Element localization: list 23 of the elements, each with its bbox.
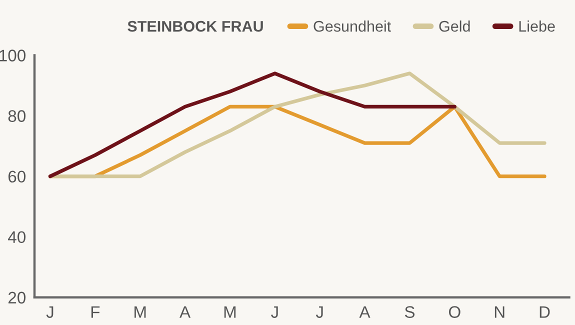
x-tick-label: O (448, 306, 460, 318)
y-tick-label: 60 (8, 170, 26, 183)
x-tick-label: F (91, 306, 100, 318)
x-tick-label: M (224, 306, 236, 318)
x-tick-label: A (180, 306, 191, 318)
y-tick-label: 80 (8, 110, 26, 122)
line-series (48, 72, 456, 178)
legend-label: Gesundheit (314, 20, 392, 32)
y-tick-label: 40 (8, 231, 26, 244)
x-tick-label: S (404, 306, 415, 318)
line-series (48, 72, 546, 178)
legend-label: Geld (439, 20, 470, 32)
y-tick-label: 100 (0, 50, 26, 62)
x-tick-label: D (540, 306, 550, 318)
x-tick-label: A (359, 306, 370, 318)
chart-title: STEINBOCK FRAU (128, 20, 263, 32)
x-tick-label: M (134, 306, 146, 318)
legend-label: Liebe (519, 20, 555, 32)
x-tick-label: J (271, 306, 278, 318)
x-tick-label: J (316, 306, 323, 318)
y-tick-label: 20 (8, 292, 26, 304)
x-tick-label: J (46, 306, 54, 318)
x-tick-label: N (494, 306, 504, 318)
